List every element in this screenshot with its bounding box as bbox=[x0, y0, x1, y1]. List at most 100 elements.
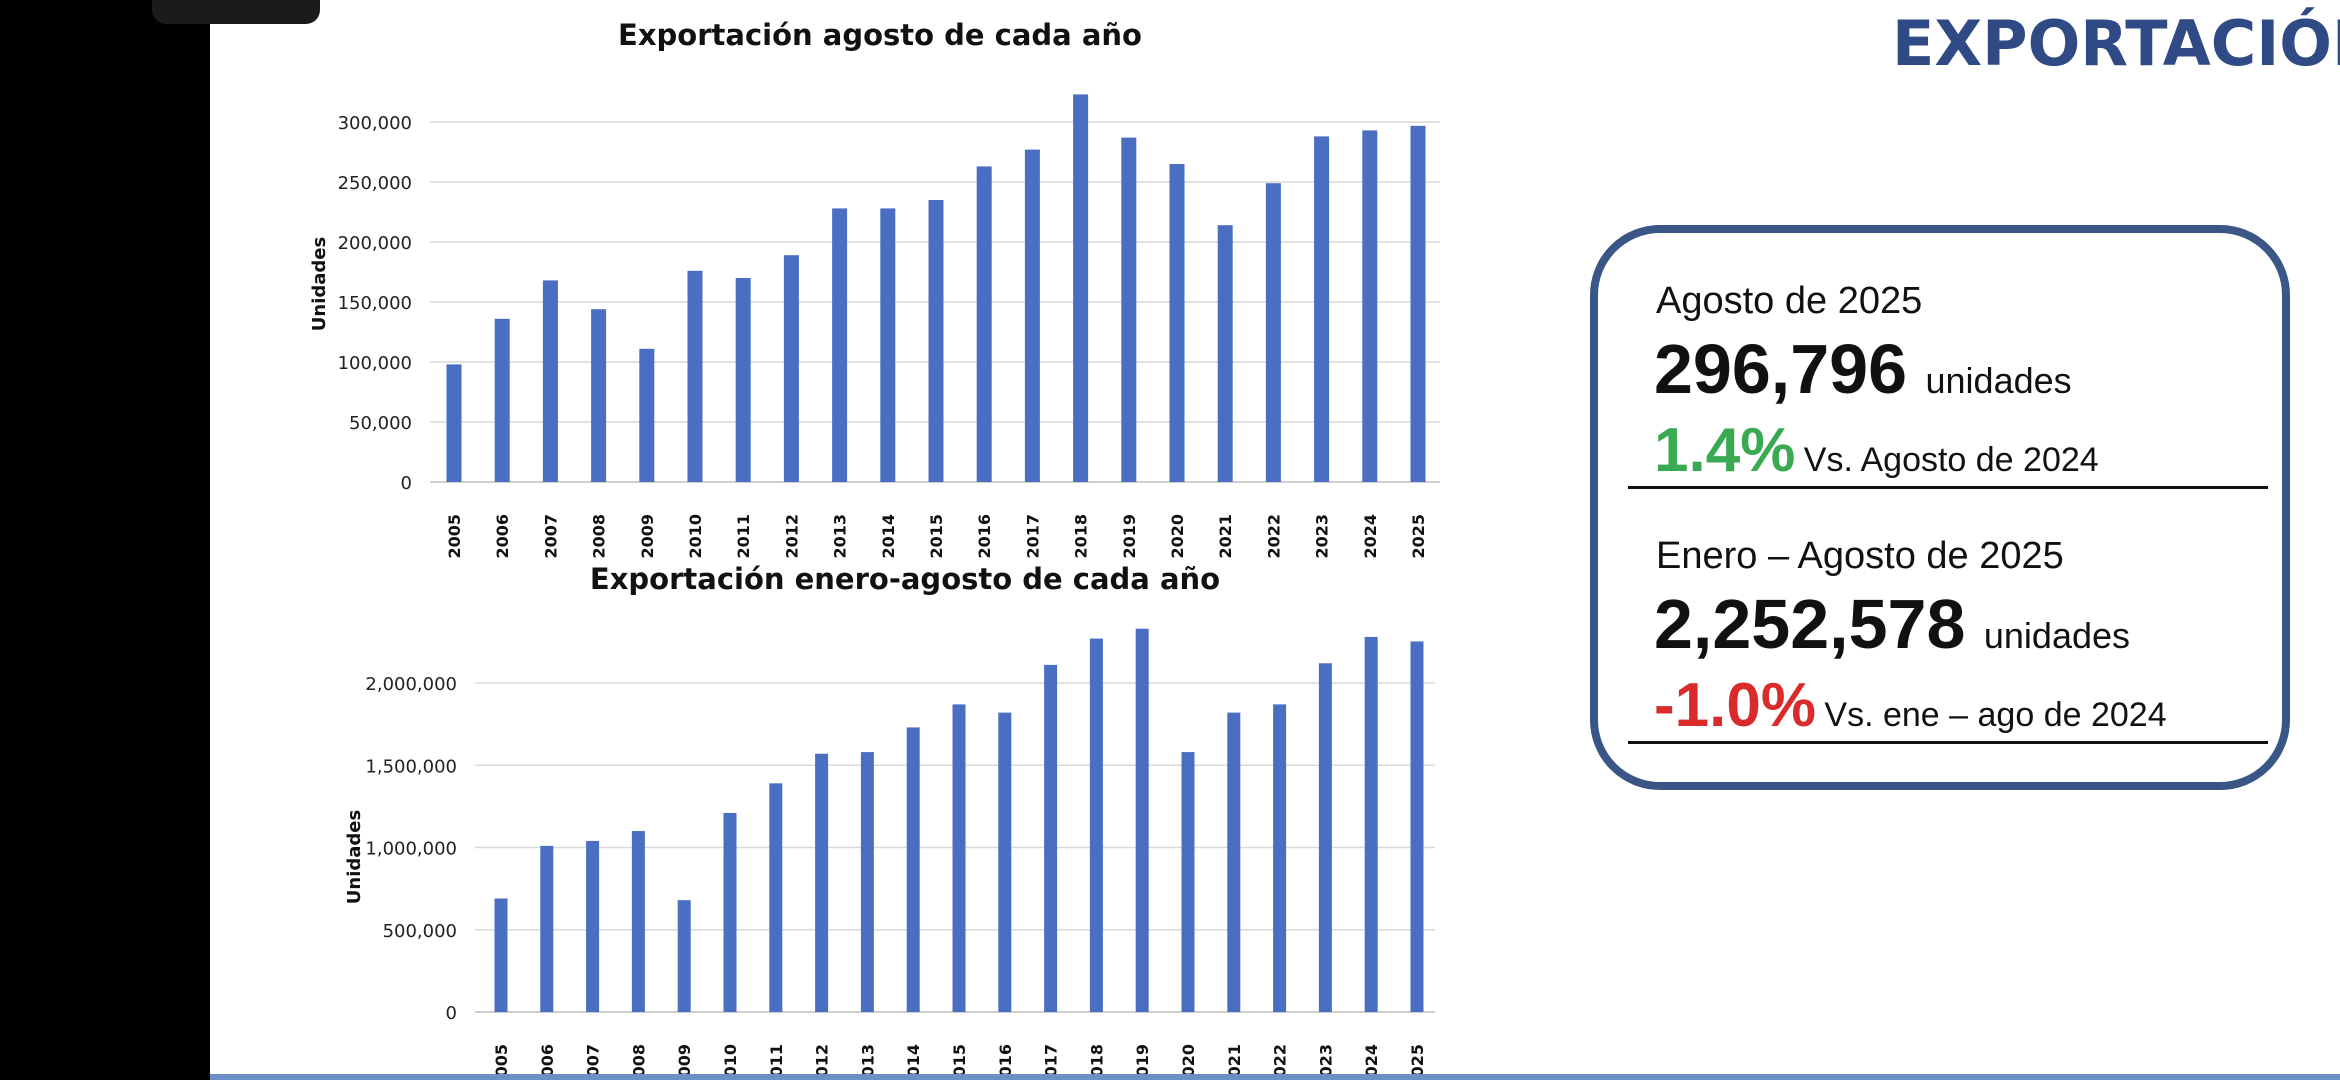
ytd-unit: unidades bbox=[1983, 615, 2131, 656]
chart1-x-tick-2023: 2023 bbox=[1313, 514, 1332, 559]
month-total: 296,796 unidades bbox=[1654, 331, 2072, 407]
chart2-bar-2019 bbox=[1135, 628, 1149, 1012]
ytd-divider bbox=[1628, 741, 2268, 744]
month-value: 296,796 bbox=[1654, 330, 1908, 408]
chart2-x-tick-2015: 2015 bbox=[950, 1044, 969, 1080]
chart1-x-tick-2020: 2020 bbox=[1168, 514, 1187, 559]
video-letterbox bbox=[0, 0, 210, 1080]
chart2-x-tick-2023: 2023 bbox=[1316, 1044, 1335, 1080]
chart1-bar-2020 bbox=[1169, 164, 1185, 482]
chart2-bar-2023 bbox=[1318, 663, 1332, 1012]
chart1-x-tick-2015: 2015 bbox=[927, 514, 946, 559]
chart1-x-tick-2009: 2009 bbox=[638, 514, 657, 559]
chart1-bar-2008 bbox=[591, 309, 607, 482]
chart1-x-tick-2011: 2011 bbox=[734, 514, 753, 559]
chart2-ytick-label: 1,000,000 bbox=[365, 839, 457, 860]
chart1-x-tick-2021: 2021 bbox=[1216, 514, 1235, 559]
chart2-x-tick-2009: 2009 bbox=[675, 1044, 694, 1080]
chart1-ytick-label: 300,000 bbox=[338, 113, 412, 134]
chart1-bar-2014 bbox=[880, 208, 896, 482]
chart1-ytick-label: 200,000 bbox=[338, 233, 412, 254]
chart1-bar-2021 bbox=[1217, 225, 1233, 482]
chart2-x-tick-2012: 2012 bbox=[813, 1044, 832, 1080]
chart1-x-tick-2013: 2013 bbox=[831, 514, 850, 559]
chart1-bar-2022 bbox=[1265, 183, 1281, 482]
live-pill: LIVE bbox=[330, 0, 406, 16]
chart2-bar-2011 bbox=[769, 783, 783, 1012]
chart1-ytick-label: 150,000 bbox=[338, 293, 412, 314]
chart2-x-tick-2006: 2006 bbox=[538, 1044, 557, 1080]
chart1-x-tick-2024: 2024 bbox=[1361, 514, 1380, 559]
chart1-bar-2005 bbox=[446, 364, 462, 482]
chart2-x-tick-2025: 2025 bbox=[1408, 1044, 1427, 1080]
ytd-change-value: -1.0% bbox=[1654, 671, 1816, 740]
chart2-bar-2006 bbox=[540, 845, 554, 1012]
chart1-x-tick-2016: 2016 bbox=[975, 514, 994, 559]
chart2-ytick-label: 500,000 bbox=[383, 921, 457, 942]
chart2-bar-2020 bbox=[1181, 752, 1195, 1012]
chart1-x-tick-2005: 2005 bbox=[445, 514, 464, 559]
chart2-bar-2009 bbox=[677, 900, 691, 1012]
chart2-bar-2018 bbox=[1089, 638, 1103, 1012]
chart2-ytick-label: 2,000,000 bbox=[365, 674, 457, 695]
chart1-x-tick-2006: 2006 bbox=[493, 514, 512, 559]
chart2-bar-2015 bbox=[952, 704, 966, 1012]
ytd-value: 2,252,578 bbox=[1654, 585, 1966, 663]
chart2-x-tick-2024: 2024 bbox=[1362, 1044, 1381, 1080]
chart2-x-tick-2022: 2022 bbox=[1271, 1044, 1290, 1080]
chart1-bar-2019 bbox=[1121, 137, 1137, 482]
chart1-x-tick-2019: 2019 bbox=[1120, 514, 1139, 559]
live-badge: LIVE bbox=[152, 0, 406, 24]
chart1-title: Exportación agosto de cada año bbox=[618, 18, 1142, 52]
chart1-bar-2010 bbox=[687, 270, 703, 482]
chart2-x-tick-2008: 2008 bbox=[629, 1044, 648, 1080]
chart2-bar-2014 bbox=[906, 727, 920, 1012]
chart1-x-tick-2010: 2010 bbox=[686, 514, 705, 559]
chart1-bar-2007 bbox=[542, 280, 558, 482]
bottom-strip bbox=[210, 1074, 2340, 1080]
chart2-bar-2024 bbox=[1364, 636, 1378, 1012]
live-label: LIVE bbox=[333, 0, 403, 9]
chart2-bar-2008 bbox=[631, 831, 645, 1012]
chart2-bar-2012 bbox=[815, 753, 829, 1012]
chart2-x-tick-2013: 2013 bbox=[858, 1044, 877, 1080]
ytd-total: 2,252,578 unidades bbox=[1654, 586, 2130, 662]
chart2-x-tick-2018: 2018 bbox=[1087, 1044, 1106, 1080]
chart1-bar-2025 bbox=[1410, 125, 1426, 483]
stat-card: Agosto de 2025 296,796 unidades 1.4% Vs.… bbox=[1590, 225, 2290, 790]
chart1-bar-2023 bbox=[1314, 136, 1330, 482]
chart1-x-tick-2025: 2025 bbox=[1409, 514, 1428, 559]
chart1-ytick-label: 50,000 bbox=[349, 413, 412, 434]
chart1-ytick-label: 250,000 bbox=[338, 173, 412, 194]
chart1-ytick-label: 100,000 bbox=[338, 353, 412, 374]
chart2-x-tick-2020: 2020 bbox=[1179, 1044, 1198, 1080]
chart2-bar-2005 bbox=[494, 898, 508, 1012]
chart2-title: Exportación enero-agosto de cada año bbox=[589, 562, 1221, 596]
chart2-bar-2025 bbox=[1410, 641, 1424, 1012]
chart1-x-tick-2018: 2018 bbox=[1072, 514, 1091, 559]
chart2-bar-2013 bbox=[860, 752, 874, 1012]
chart1-bar-2017 bbox=[1024, 149, 1040, 482]
chart2-bar-2021 bbox=[1227, 712, 1241, 1012]
chart1-x-tick-2014: 2014 bbox=[879, 514, 898, 559]
month-unit: unidades bbox=[1925, 360, 2072, 401]
chart2-ytick-label: 1,500,000 bbox=[365, 756, 457, 777]
chart1-bar-2012 bbox=[783, 255, 799, 482]
ytd-heading: Enero – Agosto de 2025 bbox=[1656, 535, 2064, 577]
chart2-bar-2010 bbox=[723, 812, 737, 1012]
chart2-x-tick-2007: 2007 bbox=[584, 1044, 603, 1080]
chart1-x-tick-2008: 2008 bbox=[590, 514, 609, 559]
chart2-x-tick-2016: 2016 bbox=[996, 1044, 1015, 1080]
month-divider bbox=[1628, 486, 2268, 489]
month-comparison: Vs. Agosto de 2024 bbox=[1803, 441, 2099, 479]
chart1-x-tick-2007: 2007 bbox=[541, 514, 560, 559]
chart2-x-tick-2019: 2019 bbox=[1133, 1044, 1152, 1080]
chart1-ytick-label: 0 bbox=[401, 473, 412, 494]
chart2-bar-2017 bbox=[1044, 664, 1058, 1012]
chart1-bar-2011 bbox=[735, 278, 751, 482]
chart1-x-tick-2012: 2012 bbox=[782, 514, 801, 559]
chart2-ytick-label: 0 bbox=[446, 1003, 457, 1024]
month-change-row: 1.4% Vs. Agosto de 2024 bbox=[1654, 415, 2099, 486]
chart1-x-tick-2022: 2022 bbox=[1264, 514, 1283, 559]
